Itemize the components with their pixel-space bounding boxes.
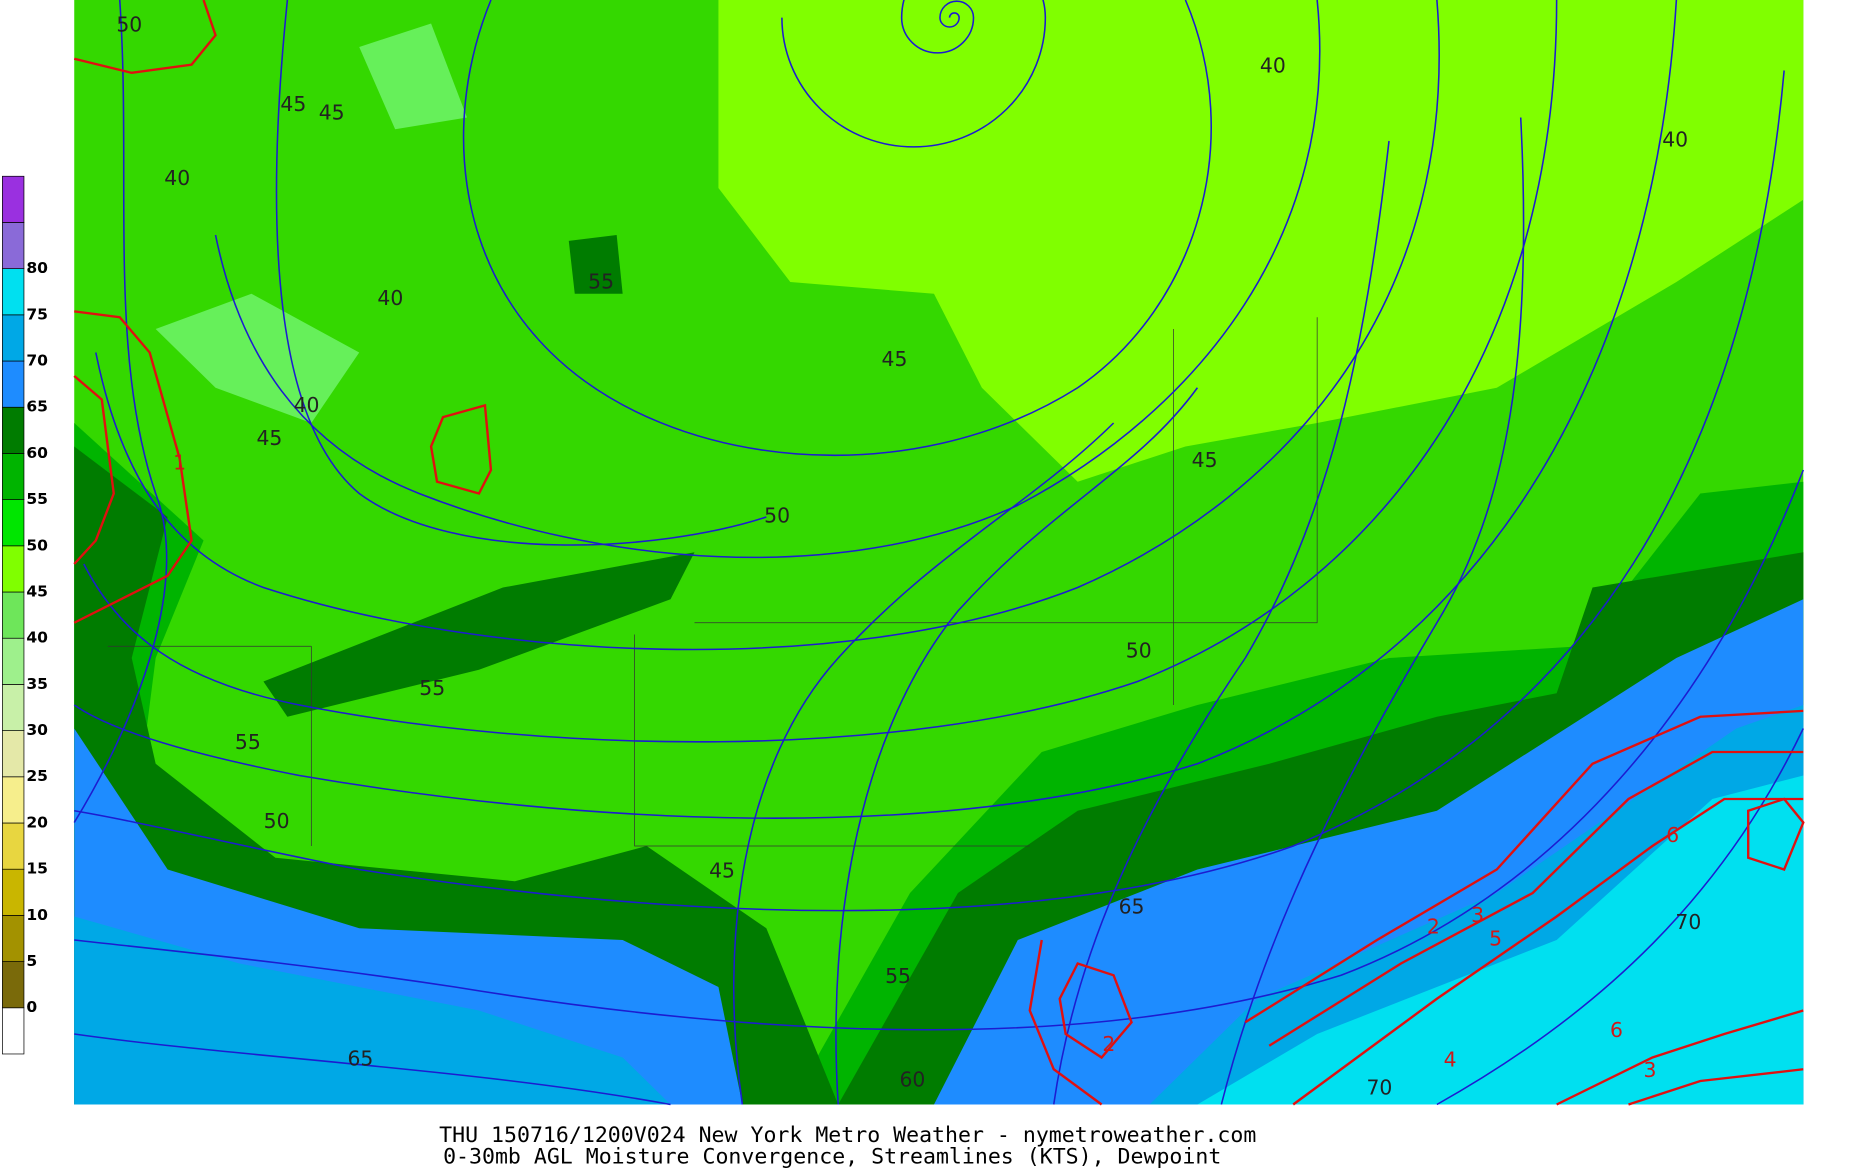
contour-label: 45	[280, 92, 306, 116]
footer-line2: 0-30mb AGL Moisture Convergence, Streaml…	[443, 1144, 1221, 1169]
colorbar-label: 55	[26, 490, 48, 508]
contour-label: 55	[588, 270, 614, 294]
colorbar-swatch	[2, 268, 25, 316]
colorbar-label: 15	[26, 860, 48, 878]
contour-label: 3	[1471, 903, 1484, 927]
contour-label: 50	[264, 809, 290, 833]
colorbar-swatch	[2, 360, 25, 408]
colorbar-label: 30	[26, 721, 48, 739]
colorbar-label: 50	[26, 536, 48, 554]
contour-label: 45	[319, 101, 345, 125]
contour-label: 50	[1126, 639, 1152, 663]
colorbar-swatch	[2, 822, 25, 870]
contour-label: 45	[882, 347, 908, 371]
contour-label: 6	[1666, 823, 1679, 847]
contour-label: 50	[116, 12, 142, 36]
contour-label: 55	[235, 730, 261, 754]
colorbar-swatch	[2, 499, 25, 547]
contour-label: 45	[256, 426, 282, 450]
contour-label: 45	[1192, 448, 1218, 472]
contour-label: 40	[377, 286, 403, 310]
contour-label: 45	[709, 858, 735, 882]
colorbar-label: 20	[26, 814, 48, 832]
colorbar-swatch	[2, 730, 25, 778]
footer-line1: THU 150716/1200V024 New York Metro Weath…	[439, 1123, 1256, 1148]
colorbar-swatch	[2, 1007, 25, 1055]
contour-label: 5	[1489, 927, 1502, 951]
colorbar-label: 35	[26, 675, 48, 693]
colorbar-label: 60	[26, 444, 48, 462]
convergence-contours	[73, 0, 1805, 1106]
field-mid-blue	[74, 705, 1804, 1105]
colorbar-swatch	[2, 591, 25, 639]
contour-label: 55	[419, 676, 445, 700]
colorbar-label: 80	[26, 259, 48, 277]
colorbar-swatch	[2, 175, 25, 223]
colorbar-swatch	[2, 915, 25, 962]
contour-label: 65	[347, 1046, 373, 1070]
contour-label: 55	[885, 964, 911, 988]
field-light	[155, 23, 467, 423]
contour-label: 6	[1610, 1018, 1623, 1042]
field-cyan	[1197, 775, 1804, 1105]
colorbar-swatch	[2, 961, 25, 1009]
borders	[107, 317, 1318, 847]
contour-label: 2	[1427, 915, 1440, 939]
colorbar-swatch	[2, 684, 25, 731]
contour-label: 3	[1644, 1058, 1657, 1082]
colorbar-swatch	[2, 222, 25, 269]
colorbar-swatch	[2, 453, 25, 500]
colorbar-swatch	[2, 776, 25, 824]
contour-label: 60	[899, 1068, 925, 1092]
colorbar-swatch	[2, 637, 25, 685]
contour-label: 40	[1662, 128, 1688, 152]
colorbar-label: 65	[26, 398, 48, 416]
contour-label: 4	[1444, 1048, 1457, 1072]
contour-label: 50	[764, 504, 790, 528]
colorbar-swatch	[2, 314, 25, 362]
colorbar: 0 5 10 15 20 25 30 35 40 45 50 55 60 65 70 75 80	[2, 175, 48, 1055]
colorbar-label: 0	[26, 998, 37, 1016]
contour-label: 1	[173, 451, 186, 475]
field-lime	[718, 0, 1804, 482]
contour-label: 2	[1102, 1032, 1115, 1056]
colorbar-label: 70	[26, 352, 48, 370]
contour-label: 65	[1119, 895, 1145, 919]
colorbar-label: 75	[26, 305, 48, 323]
colorbar-label: 25	[26, 767, 48, 785]
contour-label: 40	[294, 393, 320, 417]
colorbar-label: 10	[26, 906, 48, 924]
colorbar-swatch	[2, 545, 25, 593]
colorbar-label: 40	[26, 629, 48, 647]
contour-label: 70	[1366, 1076, 1392, 1100]
colorbar-swatch	[2, 868, 25, 916]
colorbar-swatch	[2, 406, 25, 454]
colorbar-label: 45	[26, 583, 48, 601]
contour-label: 70	[1675, 910, 1701, 934]
colorbar-label: 5	[26, 952, 37, 970]
contour-label: 40	[164, 166, 190, 190]
contour-label: 40	[1260, 54, 1286, 78]
